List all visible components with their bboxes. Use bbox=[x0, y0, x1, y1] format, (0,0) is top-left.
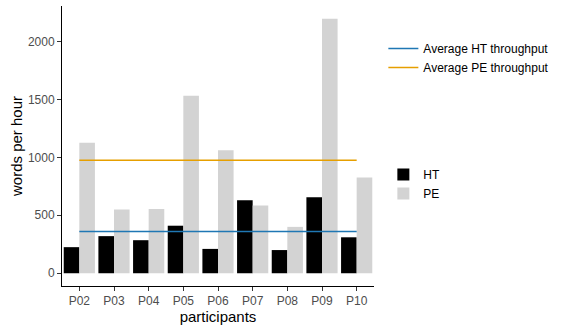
svg-text:P10: P10 bbox=[346, 294, 368, 308]
svg-text:1000: 1000 bbox=[28, 151, 55, 165]
svg-text:HT: HT bbox=[423, 168, 440, 182]
svg-text:PE: PE bbox=[423, 187, 439, 201]
svg-text:0: 0 bbox=[48, 266, 55, 280]
svg-text:P09: P09 bbox=[311, 294, 333, 308]
svg-text:participants: participants bbox=[180, 308, 257, 325]
svg-text:P05: P05 bbox=[173, 294, 195, 308]
svg-text:P04: P04 bbox=[138, 294, 160, 308]
svg-text:1500: 1500 bbox=[28, 93, 55, 107]
svg-text:words per hour: words per hour bbox=[8, 96, 25, 197]
svg-text:P06: P06 bbox=[207, 294, 229, 308]
svg-text:P03: P03 bbox=[103, 294, 125, 308]
svg-text:Average PE throughput: Average PE throughput bbox=[423, 61, 548, 75]
svg-text:Average HT throughput: Average HT throughput bbox=[423, 42, 548, 56]
svg-text:P02: P02 bbox=[69, 294, 91, 308]
svg-text:500: 500 bbox=[35, 208, 55, 222]
svg-text:P08: P08 bbox=[277, 294, 299, 308]
svg-text:2000: 2000 bbox=[28, 35, 55, 49]
svg-text:P07: P07 bbox=[242, 294, 264, 308]
